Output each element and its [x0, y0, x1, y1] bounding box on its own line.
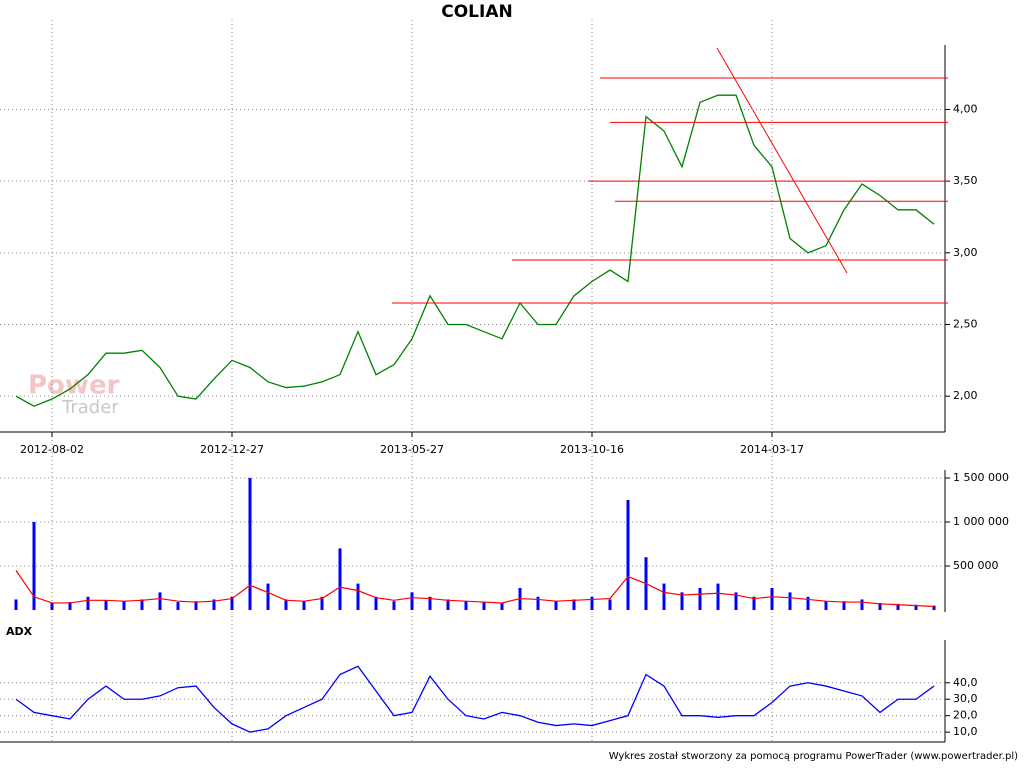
volume-bar — [932, 605, 936, 610]
y-tick-label: 1 500 000 — [953, 471, 1009, 484]
y-tick-label: 2,00 — [953, 389, 978, 402]
volume-bar — [284, 599, 288, 610]
y-tick-label: 1 000 000 — [953, 515, 1009, 528]
volume-bar — [734, 592, 738, 610]
volume-bar — [86, 596, 90, 610]
volume-bar — [608, 599, 612, 610]
y-tick-label: 20,0 — [953, 709, 978, 722]
volume-bar — [32, 522, 36, 610]
series-line — [15, 665, 935, 733]
volume-bar — [248, 478, 252, 610]
volume-bar — [266, 583, 270, 610]
volume-bar — [104, 600, 108, 610]
moving-average — [15, 570, 935, 608]
x-tick-label: 2012-12-27 — [200, 443, 264, 456]
x-tick-label: 2012-08-02 — [20, 443, 84, 456]
volume-bar — [392, 601, 396, 610]
volume-bar — [428, 596, 432, 610]
volume-bar — [320, 596, 324, 610]
volume-bar — [662, 583, 666, 610]
y-tick-label: 10,0 — [953, 725, 978, 738]
volume-bar — [122, 601, 126, 610]
volume-bar — [482, 602, 486, 610]
y-tick-label: 500 000 — [953, 559, 999, 572]
volume-bar — [464, 601, 468, 610]
volume-bar — [536, 596, 540, 610]
volume-bar — [302, 601, 306, 610]
volume-bar — [230, 596, 234, 610]
volume-bar — [338, 548, 342, 610]
volume-bar — [770, 588, 774, 610]
volume-bar — [716, 583, 720, 610]
volume-bar — [194, 601, 198, 610]
volume-bar — [788, 592, 792, 610]
y-tick-label: 30,0 — [953, 692, 978, 705]
volume-bar — [752, 596, 756, 610]
volume-bar — [446, 599, 450, 610]
volume-bar — [140, 599, 144, 610]
y-tick-label: 40,0 — [953, 676, 978, 689]
x-tick-label: 2013-05-27 — [380, 443, 444, 456]
panel-title: ADX — [6, 625, 33, 638]
volume-bar — [878, 602, 882, 610]
volume-bar — [500, 602, 504, 610]
volume-bar — [50, 602, 54, 610]
volume-bar — [698, 588, 702, 610]
volume-bar — [374, 596, 378, 610]
watermark: Trader — [61, 397, 119, 418]
volume-bar — [680, 592, 684, 610]
volume-bar — [176, 602, 180, 610]
x-tick-label: 2014-03-17 — [740, 443, 804, 456]
y-tick-label: 2,50 — [953, 318, 978, 331]
volume-bar — [860, 599, 864, 610]
x-tick-label: 2013-10-16 — [560, 443, 624, 456]
chart-title: COLIAN — [441, 2, 512, 22]
y-tick-label: 3,00 — [953, 246, 978, 259]
volume-bar — [572, 599, 576, 610]
volume-bar — [554, 601, 558, 610]
volume-bar — [806, 596, 810, 610]
volume-bar — [914, 604, 918, 610]
trend-line — [716, 47, 848, 274]
volume-bar — [824, 601, 828, 610]
volume-bar — [14, 599, 18, 610]
volume-bar — [68, 602, 72, 610]
volume-bar — [356, 583, 360, 610]
y-tick-label: 3,50 — [953, 174, 978, 187]
volume-bar — [410, 592, 414, 610]
volume-bar — [158, 592, 162, 610]
volume-bar — [590, 596, 594, 610]
volume-bar — [842, 601, 846, 610]
volume-bar — [896, 603, 900, 610]
footer: Wykres został stworzony za pomocą progra… — [609, 751, 1018, 762]
y-tick-label: 4,00 — [953, 103, 978, 116]
volume-bar — [212, 599, 216, 610]
series-line — [15, 94, 935, 407]
volume-bar — [626, 500, 630, 610]
